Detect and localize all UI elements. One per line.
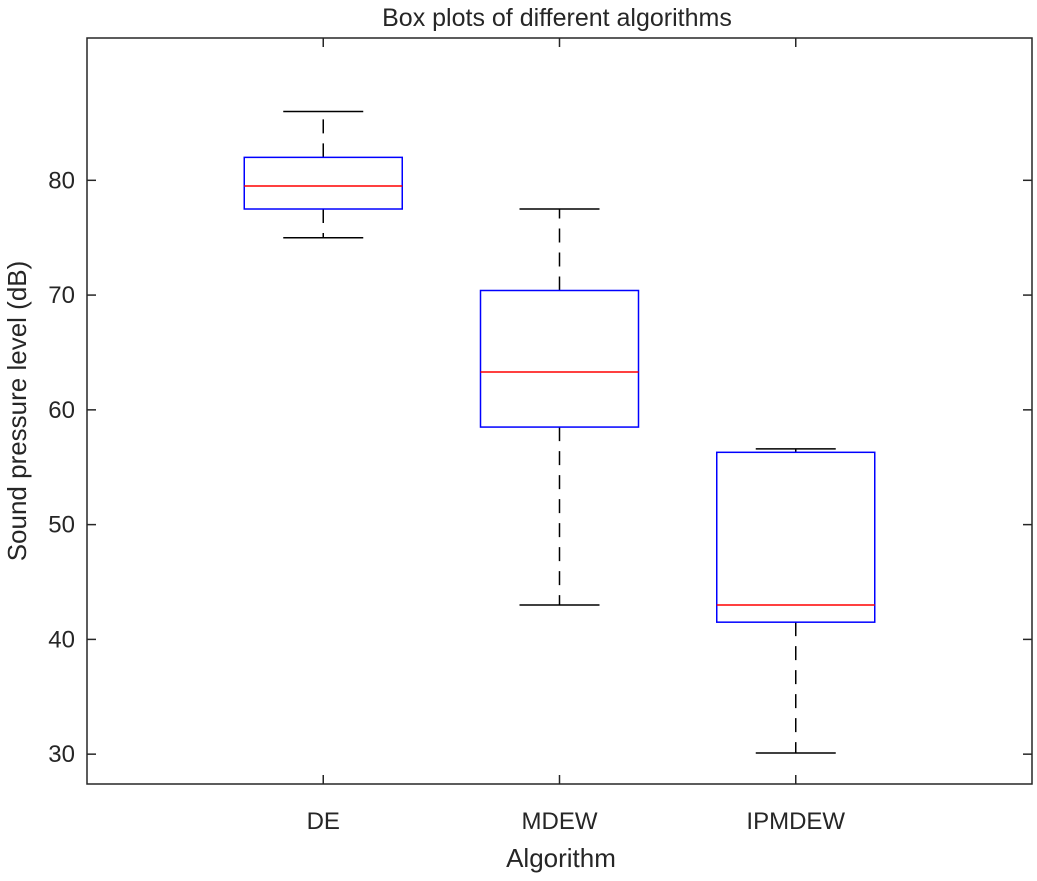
x-tick-label: IPMDEW: [746, 808, 845, 835]
box-de: [243, 110, 403, 239]
y-tick-label: 70: [48, 282, 75, 309]
chart-title: Box plots of different algorithms: [382, 4, 732, 32]
y-tick-label: 40: [48, 626, 75, 653]
iqr-box: [243, 156, 403, 210]
iqr-box: [479, 289, 640, 428]
x-axis: DE MDEW IPMDEW: [307, 38, 845, 835]
boxes-group: [243, 110, 876, 754]
box-mdew: [479, 208, 640, 606]
x-tick-label: MDEW: [522, 808, 598, 835]
box-ipmdew: [716, 448, 876, 754]
y-tick-label: 60: [48, 397, 75, 424]
y-tick-label: 50: [48, 512, 75, 539]
y-tick-label: 80: [48, 167, 75, 194]
y-axis: 30 40 50 60 70 80: [48, 167, 1032, 768]
iqr-box: [716, 451, 876, 623]
y-axis-label: Sound pressure level (dB): [2, 261, 32, 562]
x-axis-label: Algorithm: [506, 843, 616, 873]
y-tick-label: 30: [48, 741, 75, 768]
x-tick-label: DE: [307, 808, 340, 835]
